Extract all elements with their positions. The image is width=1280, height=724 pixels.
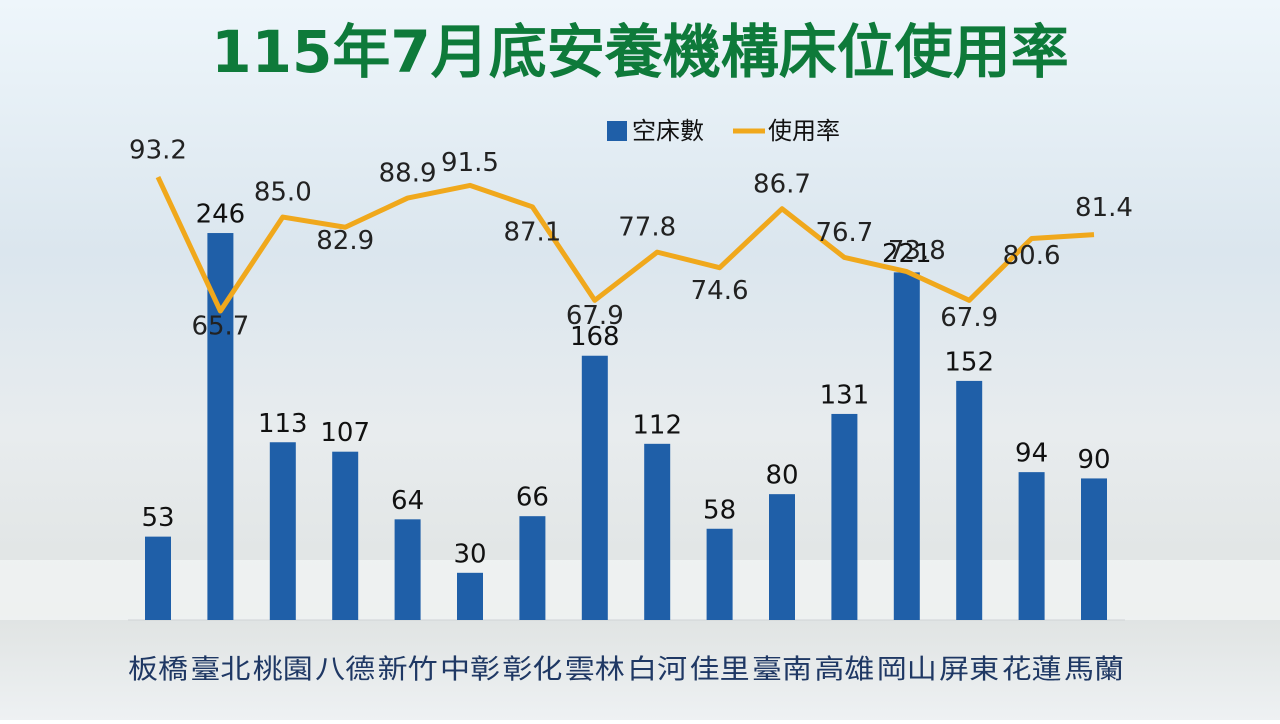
x-tick-label: 彰化 — [502, 655, 562, 686]
line-value-label: 82.9 — [316, 226, 374, 256]
legend-label: 使用率 — [768, 117, 840, 145]
x-tick-label: 佳里 — [690, 655, 750, 686]
bar-value-label: 66 — [516, 483, 549, 513]
line-value-label: 65.7 — [191, 312, 249, 342]
bar — [706, 528, 733, 620]
line-value-label: 77.8 — [618, 213, 676, 243]
bar-value-label: 152 — [944, 347, 994, 377]
line-value-label: 86.7 — [753, 169, 811, 199]
bar-value-label: 80 — [765, 461, 798, 491]
x-tick-label: 屏東 — [939, 655, 999, 686]
bar-value-label: 53 — [141, 503, 174, 533]
line-value-label: 81.4 — [1075, 193, 1133, 223]
x-tick-label: 臺南 — [752, 655, 812, 686]
line-value-label: 67.9 — [566, 301, 624, 331]
legend-swatch-bar — [607, 121, 627, 141]
bar — [956, 380, 983, 620]
line-value-label: 87.1 — [503, 217, 561, 247]
bar — [831, 413, 858, 620]
line-value-label: 73.8 — [888, 236, 946, 266]
chart-title: 115年7月底安養機構床位使用率 — [211, 18, 1068, 86]
x-tick-label: 板橋 — [128, 655, 188, 686]
x-tick-label: 岡山 — [877, 655, 937, 686]
bar — [1018, 472, 1045, 620]
x-tick-label: 馬蘭 — [1064, 655, 1124, 686]
bar-value-label: 131 — [820, 380, 870, 410]
line-value-label: 67.9 — [940, 303, 998, 333]
bar-value-label: 30 — [453, 539, 486, 569]
line-value-label: 88.9 — [379, 159, 437, 189]
bar-value-label: 112 — [632, 410, 682, 440]
bar — [893, 272, 920, 620]
legend-label: 空床數 — [632, 117, 704, 145]
x-tick-label: 雲林 — [565, 655, 625, 686]
x-tick-label: 高雄 — [814, 655, 874, 686]
bar — [145, 536, 171, 620]
bar — [644, 443, 671, 620]
bar-value-label: 64 — [391, 486, 424, 516]
x-tick-label: 桃園 — [253, 655, 313, 686]
bar — [394, 519, 421, 620]
bar — [519, 516, 546, 620]
bar-value-label: 246 — [196, 200, 246, 230]
bar — [581, 355, 608, 620]
bar-value-label: 107 — [320, 418, 370, 448]
line-value-label: 85.0 — [254, 178, 312, 208]
line-value-label: 80.6 — [1003, 241, 1061, 271]
x-tick-label: 新竹 — [378, 655, 438, 686]
bar — [1081, 478, 1107, 620]
line-value-label: 74.6 — [691, 276, 749, 306]
bar — [269, 442, 296, 620]
bar — [769, 494, 795, 620]
line-value-label: 93.2 — [129, 136, 187, 166]
x-tick-label: 花蓮 — [1002, 655, 1062, 686]
line-value-label: 76.7 — [815, 218, 873, 248]
bar-value-label: 221 — [882, 239, 932, 269]
bar-value-label: 90 — [1077, 445, 1110, 475]
bar-value-label: 113 — [258, 409, 308, 439]
x-tick-label: 中彰 — [440, 655, 500, 686]
x-tick-label: 白河 — [627, 655, 687, 686]
bar — [332, 451, 359, 620]
bar-value-label: 94 — [1015, 439, 1048, 469]
bar-value-label: 58 — [703, 495, 736, 525]
bar-value-label: 168 — [570, 322, 620, 352]
line-value-label: 91.5 — [441, 148, 499, 178]
x-tick-label: 臺北 — [190, 655, 250, 686]
line — [155, 176, 1095, 314]
bar — [457, 572, 483, 620]
x-tick-label: 八德 — [315, 655, 375, 686]
